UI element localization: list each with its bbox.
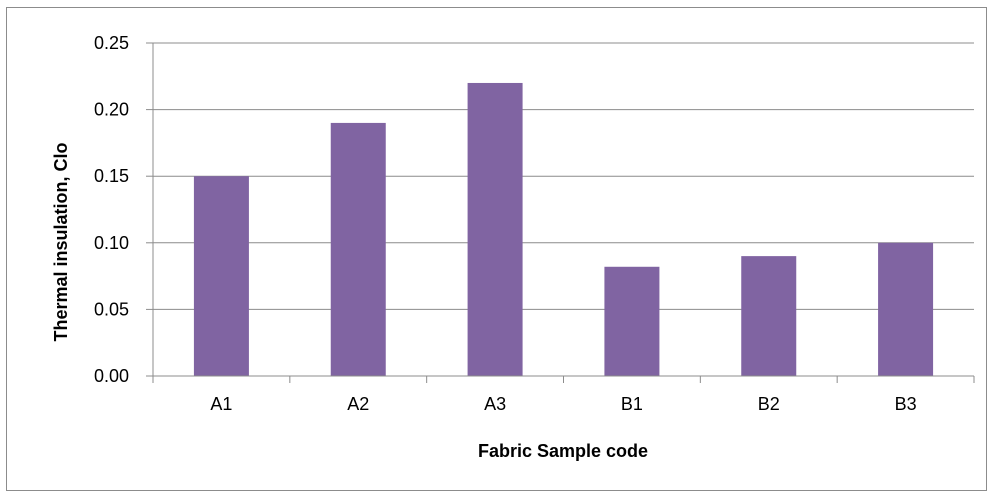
x-tick-label: B1 (621, 394, 643, 414)
bar-A2 (330, 122, 386, 376)
x-tick-label: A2 (347, 394, 369, 414)
x-axis-title: Fabric Sample code (478, 441, 648, 461)
y-axis-title: Thermal insulation, Clo (51, 142, 71, 341)
bars (193, 82, 934, 377)
axes (146, 42, 975, 383)
x-tick-label: A1 (210, 394, 232, 414)
y-tick-label: 0.15 (94, 166, 129, 186)
y-tick-label: 0.05 (94, 299, 129, 319)
bar-B3 (878, 242, 934, 376)
bar-B2 (741, 256, 797, 376)
x-tick-label: B3 (895, 394, 917, 414)
y-tick-label: 0.20 (94, 100, 129, 120)
x-tick-label: B2 (758, 394, 780, 414)
x-tick-label: A3 (484, 394, 506, 414)
y-tick-label: 0.00 (94, 366, 129, 386)
gridlines (153, 42, 974, 310)
bar-A1 (193, 176, 249, 376)
y-tick-label: 0.10 (94, 233, 129, 253)
tick-labels: 0.00 0.05 0.10 0.15 0.20 0.25 A1 A2 A3 B1 B2 B3 (94, 33, 917, 414)
bar-B1 (604, 266, 660, 376)
bar-A3 (467, 82, 523, 377)
y-tick-label: 0.25 (94, 33, 129, 53)
